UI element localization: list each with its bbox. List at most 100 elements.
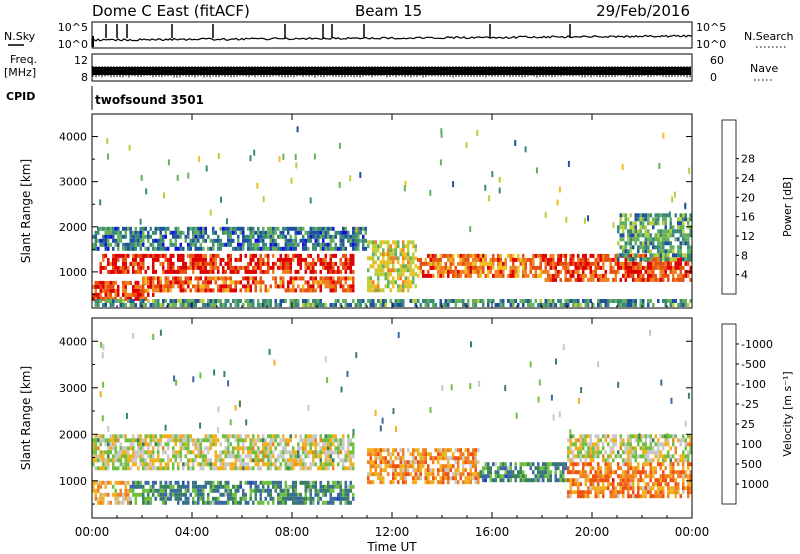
data-cell <box>682 217 685 222</box>
data-cell <box>117 292 120 297</box>
data-cell <box>254 253 257 258</box>
data-cell <box>229 462 232 467</box>
data-cell <box>462 460 465 465</box>
data-cell <box>484 261 487 266</box>
data-cell <box>342 242 345 247</box>
data-cell <box>117 284 120 289</box>
data-cell <box>189 261 192 266</box>
data-cell <box>377 448 380 453</box>
data-cell <box>352 450 355 455</box>
data-cell <box>100 341 103 348</box>
data-cell <box>267 500 270 505</box>
data-cell <box>367 284 370 289</box>
data-cell <box>279 276 282 281</box>
data-cell <box>652 269 655 274</box>
data-cell <box>232 496 235 501</box>
data-cell <box>154 303 157 307</box>
data-cell <box>267 480 270 485</box>
data-cell <box>92 442 95 447</box>
data-cell <box>664 253 667 258</box>
data-cell <box>627 303 630 307</box>
data-cell <box>282 276 285 281</box>
data-cell <box>307 299 310 303</box>
data-cell <box>684 474 687 479</box>
data-cell <box>217 496 220 501</box>
data-cell <box>667 241 670 246</box>
data-cell <box>429 456 432 461</box>
data-cell <box>627 253 630 258</box>
data-cell <box>624 462 627 467</box>
data-cell <box>539 474 542 479</box>
data-cell <box>279 488 282 493</box>
data-cell <box>654 466 657 471</box>
data-cell <box>532 253 535 258</box>
data-cell <box>629 450 632 455</box>
data-cell <box>397 284 400 289</box>
data-cell <box>629 233 632 238</box>
data-cell <box>282 446 285 451</box>
data-cell <box>227 454 230 459</box>
data-cell <box>232 492 235 497</box>
data-cell <box>199 265 202 270</box>
data-cell <box>639 229 642 234</box>
data-cell <box>149 500 152 505</box>
data-cell <box>294 288 297 293</box>
data-cell <box>312 458 315 463</box>
data-cell <box>332 462 335 467</box>
data-cell <box>594 454 597 459</box>
data-cell <box>634 299 637 303</box>
data-cell <box>649 458 652 463</box>
data-cell <box>529 265 532 270</box>
data-cell <box>317 242 320 247</box>
data-cell <box>312 257 315 262</box>
data-cell <box>677 261 680 266</box>
data-cell <box>267 261 270 266</box>
data-cell <box>267 446 270 451</box>
data-cell <box>374 452 377 457</box>
data-cell <box>259 257 262 262</box>
data-cell <box>647 303 650 307</box>
data-cell <box>207 299 210 303</box>
data-cell <box>207 269 210 274</box>
data-cell <box>257 438 260 443</box>
data-cell <box>219 500 222 505</box>
data-cell <box>257 226 260 231</box>
data-cell <box>109 480 112 485</box>
data-cell <box>142 500 145 505</box>
data-cell <box>204 500 207 505</box>
data-cell <box>587 215 589 222</box>
data-cell <box>277 466 280 471</box>
data-cell <box>437 472 440 477</box>
data-cell <box>444 476 447 481</box>
data-cell <box>497 269 500 274</box>
data-cell <box>434 456 437 461</box>
data-cell <box>589 490 592 495</box>
data-cell <box>667 299 670 303</box>
data-cell <box>444 472 447 477</box>
data-cell <box>544 466 547 471</box>
data-cell <box>622 490 625 495</box>
data-cell <box>622 450 625 455</box>
data-cell <box>112 246 115 251</box>
data-cell <box>382 476 385 481</box>
data-cell <box>124 458 127 463</box>
data-cell <box>407 472 410 477</box>
data-cell <box>497 470 500 475</box>
data-cell <box>374 244 377 249</box>
data-cell <box>177 492 180 497</box>
data-cell <box>209 280 212 285</box>
data-cell <box>494 257 497 262</box>
data-cell <box>169 458 172 463</box>
data-cell <box>102 454 105 459</box>
data-cell <box>447 265 450 270</box>
data-cell <box>689 245 692 250</box>
data-cell <box>159 242 162 247</box>
data-cell <box>402 256 405 261</box>
data-cell <box>312 230 315 235</box>
data-cell <box>544 277 547 282</box>
data-cell <box>164 434 167 439</box>
data-cell <box>419 468 422 473</box>
data-cell <box>217 480 220 485</box>
data-cell <box>159 261 162 266</box>
data-cell <box>317 226 320 231</box>
